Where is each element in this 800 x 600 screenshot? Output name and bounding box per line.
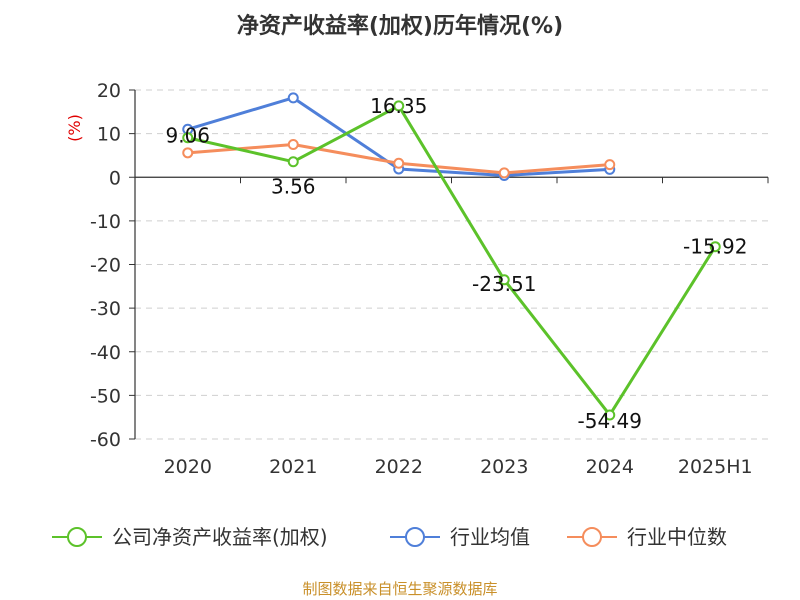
y-tick-label: 0: [109, 167, 121, 189]
legend-marker-icon: [67, 527, 87, 547]
data-point: [498, 167, 510, 179]
data-label: 3.56: [271, 175, 316, 199]
series-lines: [182, 92, 721, 421]
y-tick-label: -30: [90, 298, 121, 320]
legend-label: 行业中位数: [627, 525, 727, 549]
data-label: 16.35: [370, 94, 427, 118]
legend-label: 行业均值: [450, 525, 530, 549]
y-axis-label: (%): [65, 114, 84, 142]
y-tick-label: -20: [90, 255, 121, 277]
data-label: -15.92: [683, 235, 747, 259]
y-tick-label: 20: [97, 80, 121, 102]
data-point: [709, 241, 721, 253]
gridlines: [135, 89, 768, 440]
data-point: [287, 156, 299, 168]
x-tick-label: 2021: [269, 456, 317, 478]
legend-item: 行业中位数: [567, 525, 727, 549]
legend: 公司净资产收益率(加权) 行业均值 行业中位数: [52, 525, 727, 549]
data-point: [287, 139, 299, 151]
data-point: [393, 100, 405, 112]
legend-item: 行业均值: [390, 525, 530, 549]
data-label: -54.49: [578, 409, 642, 433]
y-tick-label: -50: [90, 385, 121, 407]
data-label: 9.06: [165, 124, 210, 148]
source-note: 制图数据来自恒生聚源数据库: [302, 580, 497, 598]
y-tick-label: -60: [90, 429, 121, 451]
data-point: [182, 132, 194, 144]
data-point: [393, 157, 405, 169]
data-point: [604, 159, 616, 171]
data-point: [182, 147, 194, 159]
x-tick-label: 2020: [164, 456, 212, 478]
data-point: [287, 92, 299, 104]
y-tick-label: 10: [97, 124, 121, 146]
axes: 20 10 0 -10 -20 -30 -40 -50 -60 2020 2021 2022 2023 2…: [90, 80, 769, 478]
x-tick-label: 2022: [375, 456, 423, 478]
data-point: [498, 274, 510, 286]
legend-marker-icon: [582, 527, 602, 547]
x-tick-label: 2024: [586, 456, 634, 478]
series-line: [187, 104, 717, 417]
data-label: -23.51: [472, 272, 536, 296]
y-tick-label: -10: [90, 211, 121, 233]
data-labels: 9.06 3.56 16.35 -23.51 -54.49 -15.92: [165, 94, 747, 433]
x-tick-label: 2025H1: [678, 456, 753, 478]
legend-marker-icon: [405, 527, 425, 547]
legend-label: 公司净资产收益率(加权): [112, 525, 328, 549]
chart-title: 净资产收益率(加权)历年情况(%): [237, 13, 563, 39]
y-tick-label: -40: [90, 342, 121, 364]
legend-item: 公司净资产收益率(加权): [52, 525, 328, 549]
data-point: [604, 409, 616, 421]
x-tick-label: 2023: [480, 456, 528, 478]
